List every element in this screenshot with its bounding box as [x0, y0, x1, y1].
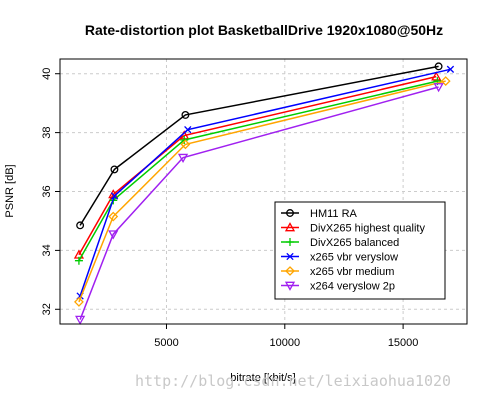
series-2: [74, 77, 442, 265]
data-point: [74, 296, 84, 307]
data-point: [180, 135, 189, 144]
legend-marker: [285, 266, 295, 276]
legend-label: DivX265 balanced: [310, 237, 399, 249]
legend-entry: DivX265 balanced: [281, 237, 399, 249]
y-tick-label: 34: [41, 244, 53, 256]
legend-label: DivX265 highest quality: [310, 223, 425, 235]
data-point: [184, 126, 192, 134]
y-tick-label: 40: [41, 68, 53, 80]
series-5: [75, 83, 444, 325]
data-point: [108, 211, 119, 222]
series-line: [79, 65, 439, 226]
data-point: [76, 221, 85, 230]
x-tick-label: 10000: [269, 337, 300, 349]
x-axis-label: bitrate [kbit/s]: [230, 372, 295, 384]
y-tick-label: 38: [41, 126, 53, 138]
data-point: [433, 83, 444, 93]
series-line: [79, 68, 451, 297]
legend: HM11 RA DivX265 highest quality DivX265 ba…: [274, 201, 446, 300]
legend-entry: DivX265 highest quality: [281, 222, 425, 235]
legend-marker: [286, 238, 294, 246]
x-tick-label: 15000: [388, 337, 419, 349]
legend-label: HM11 RA: [310, 208, 358, 220]
data-point: [74, 256, 83, 265]
legend-box: [274, 201, 446, 300]
legend-label: x265 vbr veryslow: [310, 252, 398, 264]
y-axis-label: PSNR [dB]: [4, 164, 16, 217]
data-point: [180, 139, 191, 150]
data-point: [446, 65, 455, 73]
data-point: [108, 230, 119, 240]
data-point: [110, 165, 119, 174]
legend-marker: [284, 222, 296, 232]
series-0: [76, 62, 443, 230]
legend-entry: x265 vbr medium: [281, 266, 394, 278]
data-point: [440, 76, 451, 87]
legend-entry: x264 veryslow 2p: [281, 281, 395, 293]
data-point: [434, 62, 443, 71]
chart-title: Rate-distortion plot BasketballDrive 192…: [85, 22, 443, 38]
legend-entry: x265 vbr veryslow: [281, 252, 398, 264]
series-4: [74, 76, 451, 307]
watermark: http://blog.csdn.net/leixiaohua1020: [135, 372, 451, 390]
series-line: [78, 80, 438, 262]
series-line: [78, 80, 446, 303]
axis-layer: 5000 10000 15000 32 34 36 38 40: [41, 68, 418, 349]
legend-marker: [284, 281, 296, 291]
legend-label: x264 veryslow 2p: [310, 281, 395, 293]
data-point: [177, 153, 189, 163]
legend-marker: [286, 252, 294, 261]
y-tick-label: 32: [41, 303, 53, 315]
series-layer: [73, 62, 455, 325]
data-point: [110, 192, 119, 200]
data-point: [181, 110, 190, 119]
grid-layer: [60, 59, 467, 324]
data-point: [431, 71, 442, 81]
legend-entry: HM11 RA: [281, 208, 358, 220]
x-tick-label: 5000: [154, 337, 178, 349]
series-line: [79, 86, 439, 320]
data-point: [75, 315, 86, 325]
legend-label: x265 vbr medium: [310, 266, 394, 278]
legend-marker: [286, 209, 294, 217]
y-tick-label: 36: [41, 185, 53, 197]
